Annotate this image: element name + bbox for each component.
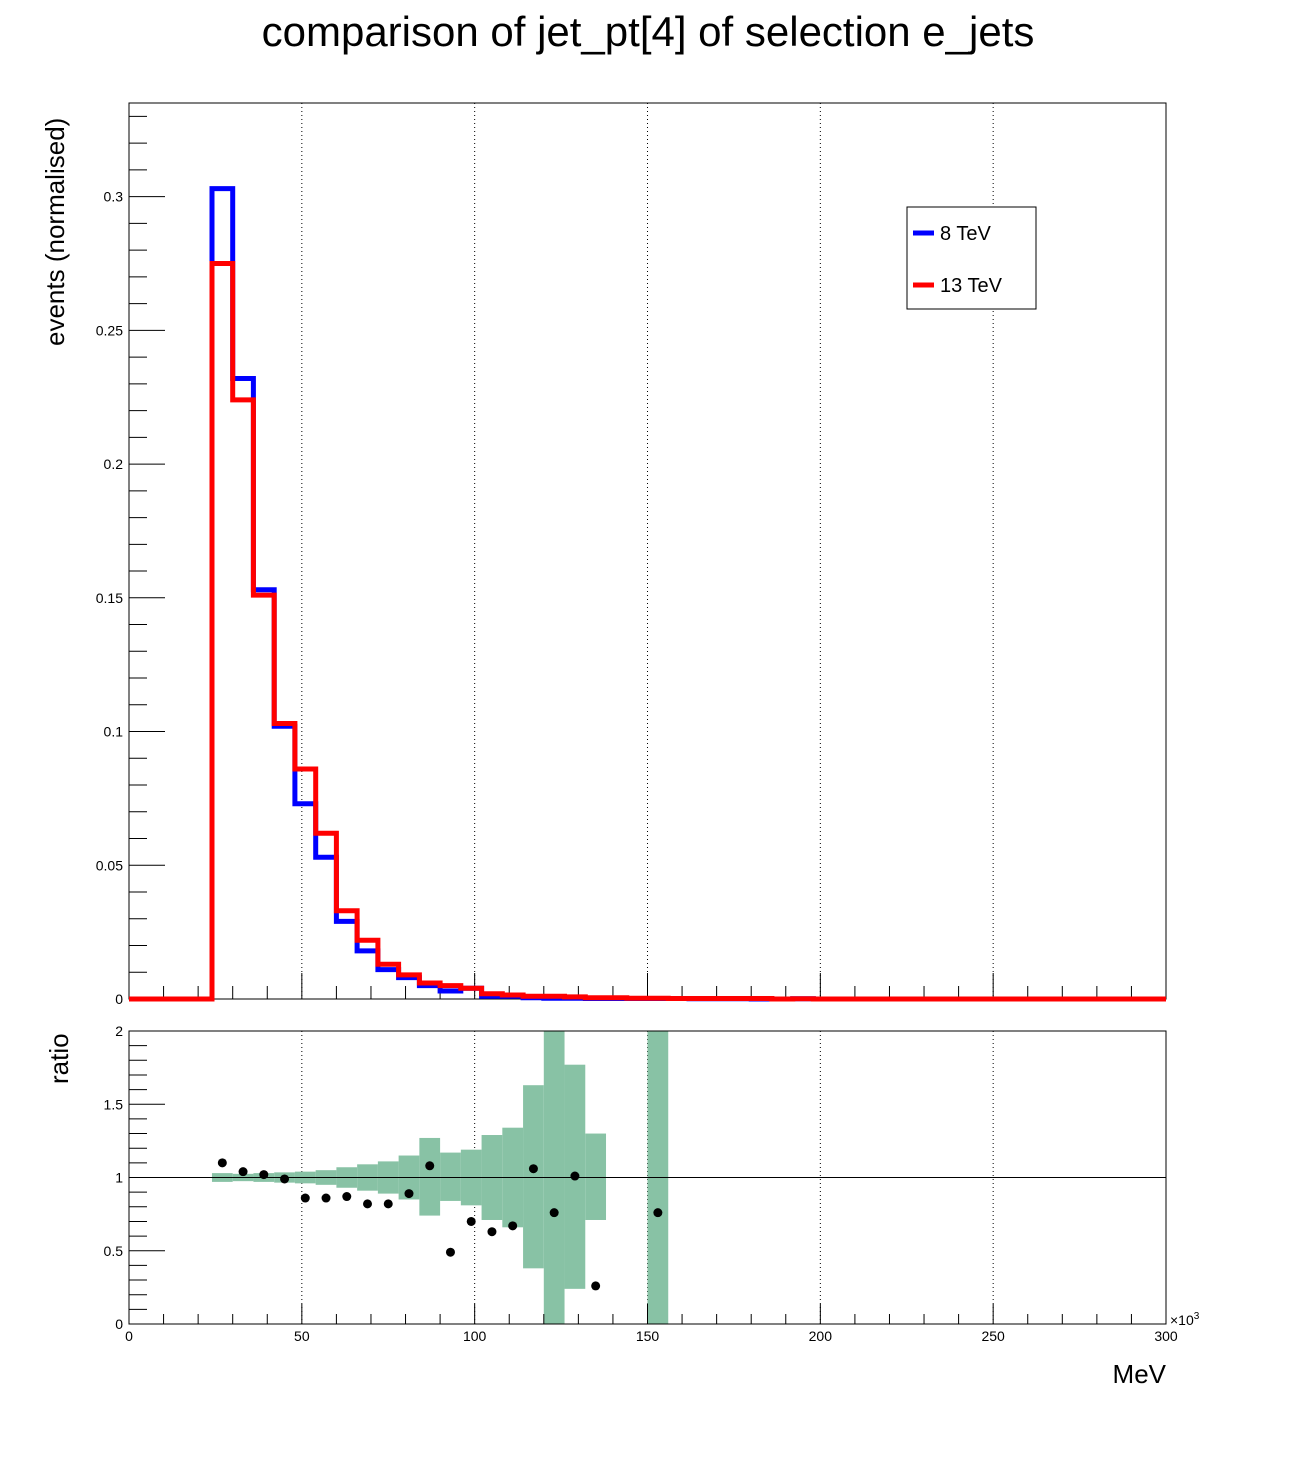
- ratio-y-tick-label: 1: [115, 1170, 123, 1186]
- ratio-y-tick-label: 2: [115, 1023, 123, 1039]
- ratio-point: [404, 1189, 414, 1199]
- ratio-point: [466, 1216, 476, 1226]
- x-tick-label: 300: [1154, 1328, 1178, 1344]
- main-y-tick-label: 0.15: [96, 590, 123, 606]
- x-tick-label: 150: [636, 1328, 660, 1344]
- series-line-13tev: [129, 261, 1166, 1002]
- main-y-axis-title: events (normalised): [40, 118, 70, 346]
- main-panel: 0 0.05 0.1 0.15 0.2 0.25 0.3 events (normalise…: [40, 102, 1167, 1007]
- main-series: [129, 186, 1166, 1002]
- x-tick-label: 100: [463, 1328, 487, 1344]
- legend: 8 TeV 13 TeV: [906, 206, 1037, 310]
- x-tick-label: 200: [809, 1328, 833, 1344]
- ratio-band-segment: [585, 1133, 607, 1220]
- ratio-y-tick-label: 0.5: [104, 1243, 124, 1259]
- series-line-8tev: [129, 186, 1166, 1002]
- ratio-point: [425, 1161, 435, 1171]
- ratio-panel: 0 0.5 1 1.5 2 0 50 100 150 200 250 300 ratio MeV ×…: [44, 1023, 1200, 1389]
- x-tick-label: 0: [125, 1328, 133, 1344]
- ratio-band-segment: [440, 1152, 461, 1201]
- legend-label-13tev: 13 TeV: [940, 275, 1003, 297]
- x-axis-title: MeV: [1113, 1359, 1167, 1389]
- ratio-point: [549, 1208, 559, 1218]
- main-y-ticks: 0 0.05 0.1 0.15 0.2 0.25 0.3: [96, 115, 165, 1007]
- ratio-x-ticks: 0 50 100 150 200 250 300: [125, 1304, 1178, 1344]
- ratio-point: [321, 1193, 331, 1203]
- ratio-point: [591, 1281, 601, 1291]
- x-axis-multiplier-exponent: 3: [1194, 1311, 1200, 1322]
- main-y-tick-label: 0.05: [96, 857, 123, 873]
- main-y-tick-label: 0: [115, 991, 123, 1007]
- x-axis-multiplier: ×103: [1170, 1311, 1200, 1328]
- main-y-tick-label: 0.3: [104, 189, 124, 205]
- ratio-point: [363, 1199, 373, 1209]
- main-y-tick-label: 0.2: [104, 456, 124, 472]
- ratio-y-axis-title: ratio: [44, 1033, 74, 1084]
- ratio-point: [300, 1193, 310, 1203]
- main-y-tick-label: 0.25: [96, 322, 123, 338]
- ratio-y-tick-label: 0: [115, 1316, 123, 1332]
- ratio-point: [528, 1164, 538, 1174]
- ratio-point: [217, 1158, 227, 1168]
- ratio-point: [508, 1221, 518, 1231]
- legend-label-8tev: 8 TeV: [940, 223, 991, 245]
- legend-box: [906, 206, 1037, 310]
- ratio-band-segment: [419, 1137, 441, 1216]
- x-tick-label: 50: [294, 1328, 310, 1344]
- main-y-tick-label: 0.1: [104, 724, 124, 740]
- ratio-point: [487, 1227, 497, 1237]
- ratio-points: [217, 1158, 663, 1291]
- main-x-ticks: [128, 973, 1167, 999]
- x-tick-label: 250: [981, 1328, 1005, 1344]
- ratio-point: [342, 1192, 352, 1202]
- ratio-point: [259, 1170, 269, 1180]
- ratio-y-tick-label: 1.5: [104, 1096, 124, 1112]
- ratio-y-ticks: 0 0.5 1 1.5 2: [104, 1023, 165, 1332]
- ratio-point: [238, 1167, 248, 1177]
- main-grid: [301, 103, 994, 999]
- ratio-point: [445, 1247, 455, 1257]
- ratio-point: [570, 1171, 580, 1181]
- ratio-point: [383, 1199, 393, 1209]
- ratio-band-segment: [523, 1085, 544, 1269]
- chart-title: comparison of jet_pt[4] of selection e_j…: [261, 8, 1035, 55]
- ratio-point: [280, 1174, 290, 1184]
- ratio-point: [653, 1208, 663, 1218]
